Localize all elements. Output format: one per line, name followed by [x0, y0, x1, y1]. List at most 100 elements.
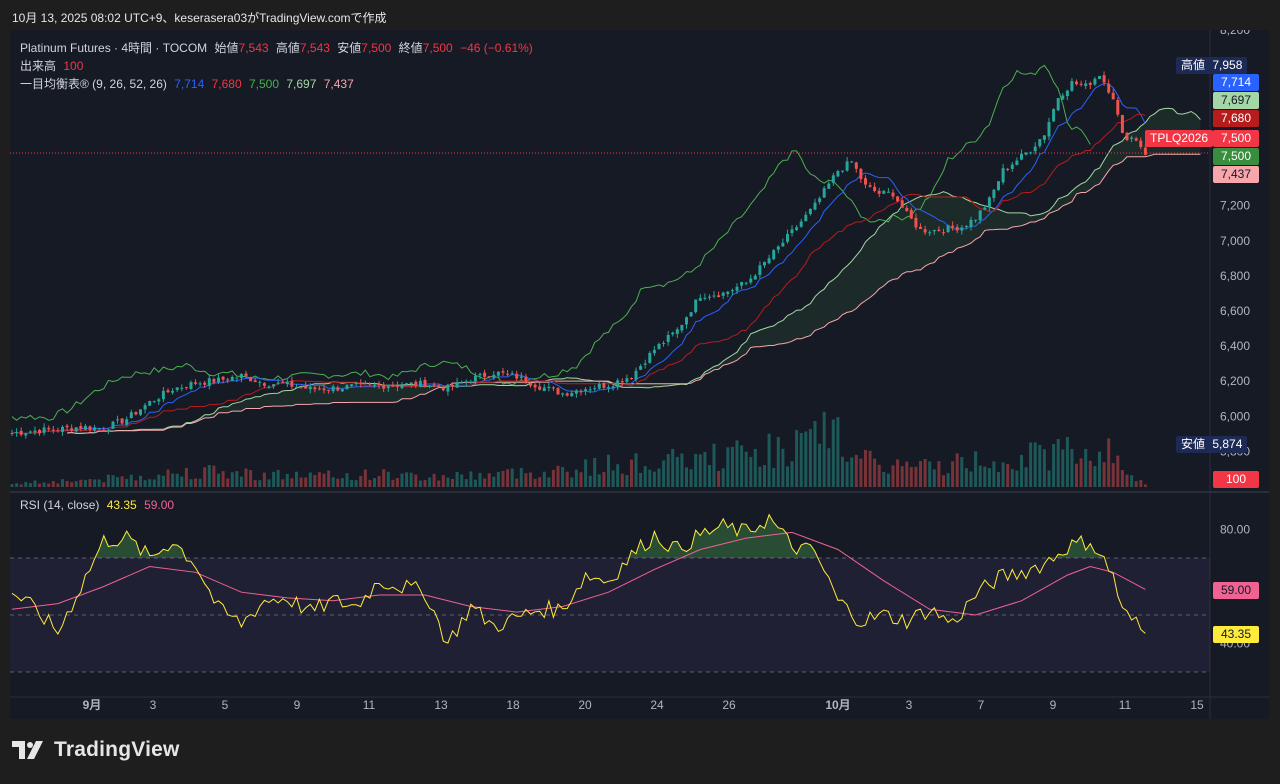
candle-body [547, 386, 551, 389]
candle-body [244, 373, 248, 377]
candle-body [139, 409, 142, 415]
candle-body [299, 387, 303, 389]
candle-body [579, 391, 583, 393]
candle-body [588, 389, 592, 391]
candle-body [781, 242, 785, 247]
volume-bar [891, 465, 895, 487]
volume-bar [506, 469, 510, 487]
volume-bar [666, 454, 670, 487]
tradingview-logo[interactable]: TradingView [12, 738, 180, 762]
volume-bar [129, 474, 133, 487]
rsi-legend: RSI (14, close) 43.35 59.00 [20, 498, 178, 512]
volume-bar [148, 479, 152, 487]
price-tick-label: 6,000 [1220, 409, 1250, 423]
volume-bar [93, 479, 97, 487]
senkou-span-a-line [67, 107, 1201, 434]
candle-body [359, 382, 363, 384]
volume-bar [152, 479, 156, 487]
candle-body [680, 324, 684, 331]
candle-body [1111, 92, 1115, 100]
volume-bar [469, 471, 473, 487]
volume-bar [648, 469, 652, 487]
rsi-label[interactable]: RSI (14, close) [20, 498, 100, 512]
volume-bar [317, 472, 321, 487]
volume-bar [1020, 454, 1023, 487]
candle-body [354, 383, 358, 385]
volume-bar [974, 451, 978, 487]
volume-bar [455, 471, 459, 487]
volume-bar [822, 411, 826, 487]
candle-body [735, 286, 739, 291]
candle-body [102, 429, 106, 431]
time-axis-label: 9月 [83, 698, 102, 712]
volume-label[interactable]: 出来高 [20, 59, 57, 73]
low-label: 安値 [337, 41, 362, 55]
ichimoku-label[interactable]: 一目均衡表® (9, 26, 52, 26) [20, 77, 167, 91]
candle-body [813, 202, 817, 210]
volume-bar [519, 468, 523, 487]
volume-bar [510, 468, 514, 487]
volume-bar [740, 445, 744, 487]
candle-body [744, 282, 748, 284]
candle-body [850, 161, 854, 163]
candle-body [827, 183, 831, 189]
volume-bar [1084, 448, 1088, 487]
volume-bar [804, 431, 808, 487]
volume-bar [1015, 470, 1019, 487]
volume-bar [630, 459, 633, 487]
candle-body [570, 392, 574, 397]
candle-body [395, 385, 399, 387]
open-value: 7,543 [238, 41, 269, 55]
volume-bar [717, 470, 721, 487]
volume-bar [776, 437, 780, 487]
volume-bar [166, 469, 170, 487]
candle-body [152, 401, 156, 403]
volume-bar [790, 461, 794, 487]
volume-bar [1075, 463, 1078, 487]
candle-body [914, 217, 918, 228]
volume-bar [139, 475, 142, 487]
high-tag-label: 高値 [1181, 58, 1206, 72]
volume-bar [340, 478, 344, 487]
volume-bar [570, 477, 574, 487]
volume-bar [184, 467, 188, 487]
candle-body [441, 387, 445, 391]
candle-body [643, 363, 647, 365]
candle-body [194, 382, 197, 384]
candle-body [460, 382, 464, 384]
candle-body [492, 374, 496, 378]
candle-body [249, 377, 253, 382]
candle-body [1079, 83, 1083, 85]
volume-bar [896, 459, 900, 487]
volume-bar [359, 476, 363, 487]
candle-body [487, 376, 491, 378]
volume-bar [827, 448, 831, 487]
candle-body [1130, 137, 1134, 139]
candle-body [295, 386, 298, 388]
symbol-title[interactable]: Platinum Futures · 4時間 · TOCOM [20, 41, 208, 55]
candle-body [74, 427, 78, 432]
time-axis-label: 10月 [825, 698, 850, 712]
volume-bar [942, 475, 945, 487]
volume-bar [749, 457, 753, 487]
volume-bar [106, 474, 110, 487]
volume-bar [405, 472, 409, 487]
candle-body [327, 389, 331, 391]
candle-body [501, 371, 505, 373]
candle-body [685, 317, 688, 325]
volume-bar [928, 461, 932, 487]
volume-bar [698, 454, 702, 487]
candle-body [753, 275, 757, 280]
change-value: −46 (−0.61%) [460, 41, 533, 55]
volume-bar [1056, 439, 1060, 487]
candle-body [1015, 160, 1019, 165]
candle-body [1134, 138, 1138, 141]
volume-bar [451, 479, 454, 487]
volume-bar [841, 456, 844, 487]
candle-body [919, 226, 922, 229]
chart-canvas[interactable]: 8,200 7,200 7,000 6,800 6,600 6,400 6,200 6,000… [10, 30, 1269, 719]
volume-bar [428, 477, 432, 487]
volume-bar [51, 481, 55, 487]
time-axis-label: 20 [578, 698, 592, 712]
chart-frame[interactable]: 8,200 7,200 7,000 6,800 6,600 6,400 6,200 6,000… [10, 30, 1269, 719]
